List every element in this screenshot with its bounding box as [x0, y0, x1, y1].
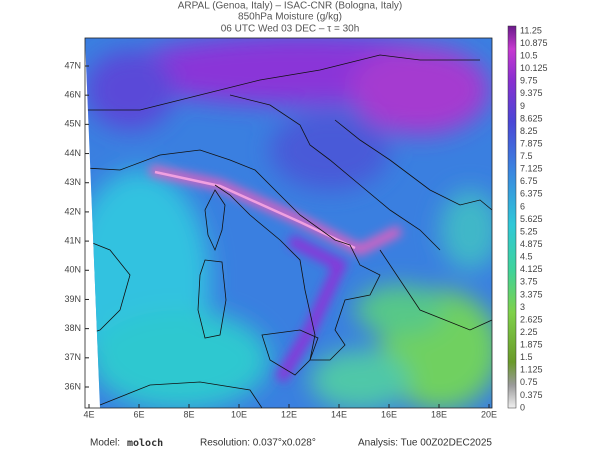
analysis: Analysis: Tue 00Z02DEC2025 — [358, 438, 492, 449]
model-label: Model: — [90, 438, 120, 449]
colorbar-label: 5.625 — [520, 214, 543, 224]
lat-label: 46N — [64, 90, 81, 100]
lat-label: 36N — [64, 381, 81, 391]
colorbar-label: 10.5 — [520, 51, 538, 61]
model-name: moloch — [127, 438, 163, 449]
colorbar-label: 10.875 — [520, 38, 548, 48]
lon-label: 4E — [83, 409, 94, 419]
resolution: Resolution: 0.037°x0.028° — [200, 438, 316, 449]
colorbar-label: 7.875 — [520, 138, 543, 148]
lon-label: 16E — [381, 409, 397, 419]
colorbar-label: 0.75 — [520, 377, 538, 387]
header-line: 06 UTC Wed 03 DEC – τ = 30h — [221, 24, 360, 35]
colorbar-label: 3.375 — [520, 289, 543, 299]
colorbar-label: 2.25 — [520, 327, 538, 337]
lon-label: 8E — [183, 409, 194, 419]
colorbar-label: 1.125 — [520, 365, 543, 375]
lat-label: 45N — [64, 119, 81, 129]
header-line: 850hPa Moisture (g/kg) — [238, 12, 342, 23]
colorbar-label: 4.125 — [520, 264, 543, 274]
colorbar-label: 1.875 — [520, 340, 543, 350]
colorbar-label: 0.375 — [520, 390, 543, 400]
lat-label: 38N — [64, 323, 81, 333]
lon-label: 18E — [431, 409, 447, 419]
colorbar-label: 2.625 — [520, 314, 543, 324]
colorbar-label: 6 — [520, 201, 525, 211]
colorbar-label: 9.75 — [520, 76, 538, 86]
colorbar-label: 9.375 — [520, 88, 543, 98]
colorbar-label: 6.75 — [520, 176, 538, 186]
colorbar-label: 9 — [520, 101, 525, 111]
colorbar-label: 11.25 — [520, 25, 542, 35]
colorbar-label: 5.25 — [520, 226, 538, 236]
lon-label: 10E — [231, 409, 247, 419]
colorbar-label: 4.5 — [520, 252, 533, 262]
lat-label: 41N — [64, 235, 81, 245]
colorbar-label: 8.25 — [520, 126, 538, 136]
lat-label: 44N — [64, 148, 81, 158]
colorbar-label: 1.5 — [520, 352, 533, 362]
colorbar-label: 0 — [520, 402, 525, 412]
lat-label: 47N — [64, 60, 81, 70]
lat-label: 39N — [64, 294, 81, 304]
lat-label: 37N — [64, 352, 81, 362]
lat-label: 40N — [64, 265, 81, 275]
lon-label: 6E — [133, 409, 144, 419]
lon-label: 14E — [331, 409, 347, 419]
colorbar-label: 10.125 — [520, 63, 548, 73]
lat-label: 42N — [64, 206, 81, 216]
moisture-field — [85, 38, 492, 408]
colorbar-label: 3 — [520, 302, 525, 312]
colorbar-label: 8.625 — [520, 113, 543, 123]
colorbar-label: 7.125 — [520, 164, 543, 174]
colorbar — [507, 25, 517, 409]
colorbar-label: 3.75 — [520, 277, 538, 287]
lon-label: 20E — [481, 409, 497, 419]
colorbar-label: 4.875 — [520, 239, 543, 249]
colorbar-label: 7.5 — [520, 151, 533, 161]
lon-label: 12E — [281, 409, 297, 419]
colorbar-label: 6.375 — [520, 189, 543, 199]
lat-label: 43N — [64, 177, 81, 187]
header-line: ARPAL (Genoa, Italy) – ISAC-CNR (Bologna… — [178, 1, 403, 12]
